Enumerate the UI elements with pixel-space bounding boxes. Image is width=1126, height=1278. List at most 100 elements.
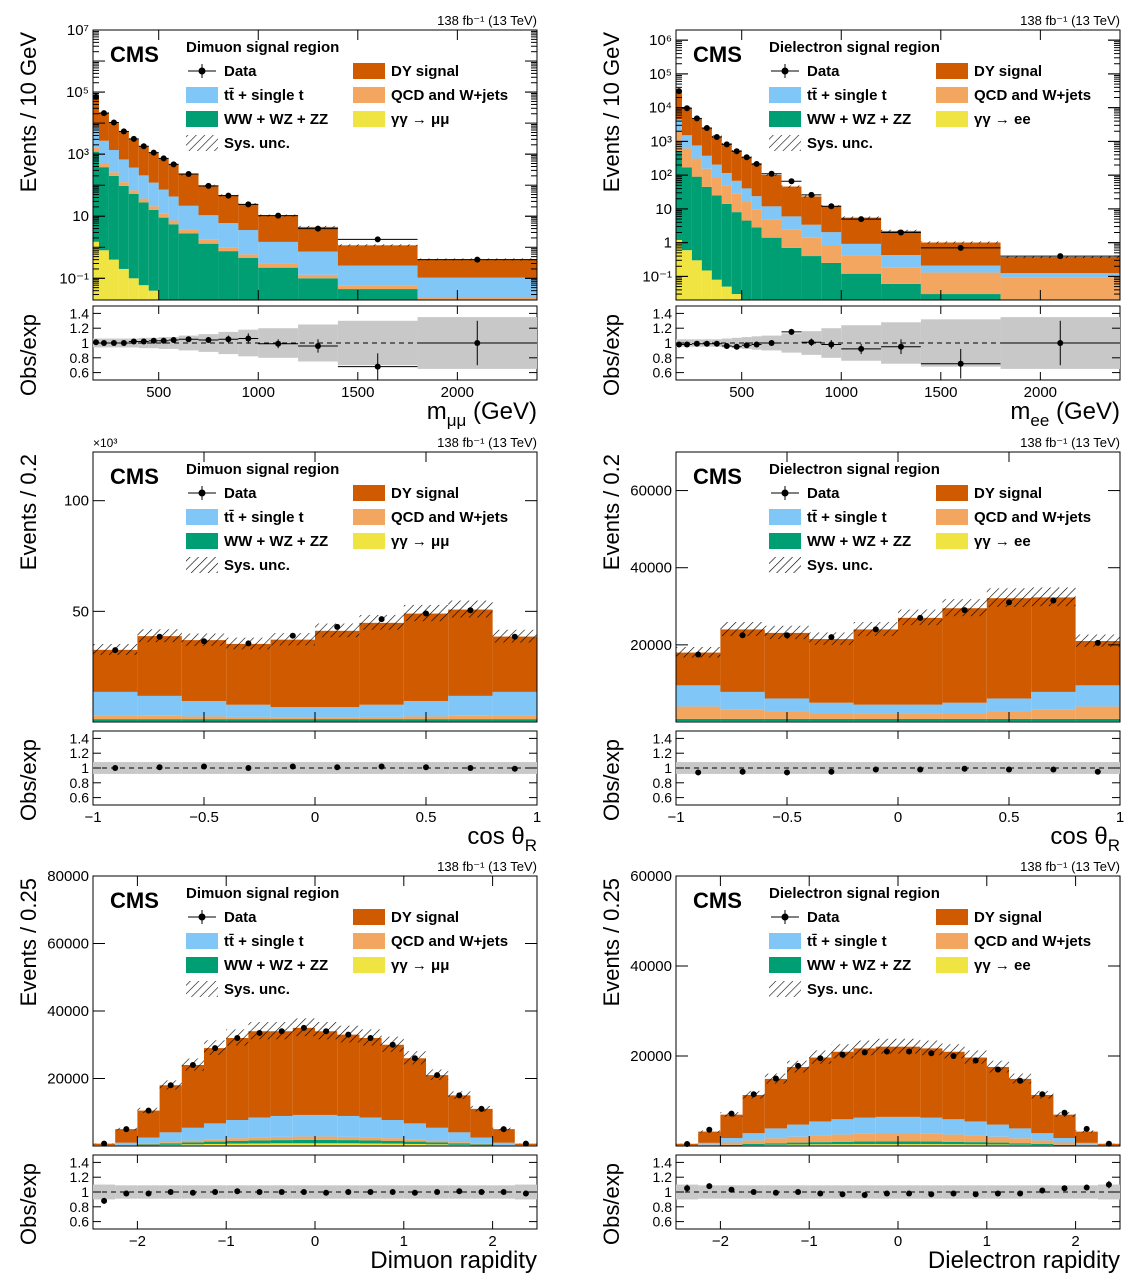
data-point [131,136,137,142]
bar-vv [732,212,742,294]
bar-qcd [854,1134,876,1142]
data-point [234,1035,240,1041]
ratio-point [190,1190,196,1196]
bar-vv [204,1142,226,1144]
ratio-tick-label: 1.2 [70,1169,90,1185]
legend-ttbar-swatch [186,509,218,525]
bar-qcd [199,240,219,244]
bar-qcd [1031,1140,1053,1144]
ratio-point [751,1189,757,1195]
data-point [379,616,385,622]
ratio-tick-label: 0.6 [70,1214,90,1230]
ratio-point [131,339,137,345]
bar-qcd [1001,277,1120,300]
bar-dy [876,1047,898,1117]
bar-qcd [762,219,782,237]
bar-dy [854,629,898,704]
data-point [315,226,321,232]
ratio-tick-label: 0.8 [653,1199,673,1215]
bar-ttbar [720,692,764,709]
bar-ttbar [762,206,782,219]
data-point [873,626,879,632]
legend-vv-label: WW + WZ + ZZ [807,111,911,128]
bar-ttbar [752,196,762,209]
legend-gg-label: γγ → ee [974,957,1031,974]
bar-ttbar [831,1119,853,1134]
bar-dy [470,1109,492,1138]
legend-dy-swatch [353,909,385,925]
bar-ttbar [765,698,809,712]
bar-gg [129,278,139,300]
bar-ttbar [315,707,359,717]
bar-dy [742,158,752,189]
ratio-point [754,341,760,347]
cms-logo-text: CMS [110,888,159,913]
ratio-point [375,364,381,370]
bar-ttbar [782,216,802,229]
ratio-tick-label: 1.4 [70,1154,90,1170]
region-label: Dimuon signal region [186,885,339,902]
bar-dy [987,1067,1009,1125]
ratio-point [157,764,163,770]
bar-dy [315,1031,337,1115]
ratio-point [873,766,879,772]
legend-data-marker [199,490,206,497]
y-tick-label: 10³ [650,133,672,150]
y-tick-label: 40000 [630,560,672,577]
stack-area [676,1039,1120,1146]
bar-qcd [698,1145,720,1146]
bar-ttbar [93,692,137,715]
ratio-point [788,329,794,335]
cms-logo-text: CMS [693,888,742,913]
bar-vv [493,719,537,721]
data-point [186,171,192,177]
bar-ttbar [359,1117,381,1137]
bar-ttbar [218,223,238,247]
data-point [734,148,740,154]
legend-gg-swatch [353,533,385,549]
ratio-point [467,765,473,771]
data-point [695,652,701,658]
ratio-point [93,339,99,345]
legend-vv-label: WW + WZ + ZZ [807,957,911,974]
bar-vv [359,719,403,721]
bar-ttbar [1031,1133,1053,1140]
ratio-point [412,1190,418,1196]
bar-dy [226,1038,248,1120]
sys-unc-band [782,185,802,187]
bar-vv [854,1142,876,1145]
bar-ttbar [898,1117,920,1134]
bar-dy [137,636,181,696]
x-tick-label: −0.5 [189,809,219,826]
ratio-point [146,1190,152,1196]
bar-vv [942,1142,964,1144]
bar-dy [169,164,179,196]
bar-vv [315,719,359,721]
y-tick-label: 10⁻¹ [59,270,89,287]
data-point [112,647,118,653]
ratio-tick-label: 0.8 [653,775,673,791]
y-axis-title: Events / 0.25 [599,878,624,1006]
bar-ttbar [965,1121,987,1135]
bar-dy [382,1045,404,1120]
legend-data-label: Data [224,63,257,80]
bar-dy [942,1052,964,1120]
y-axis-title: Events / 0.25 [16,878,41,1006]
legend-sys-label: Sys. unc. [807,981,873,998]
legend-dy-swatch [353,485,385,501]
data-point [205,183,211,189]
bar-qcd [169,220,179,224]
legend-sys-swatch [769,557,801,573]
bar-dy [129,139,139,168]
ratio-point [512,766,518,772]
ratio-tick-label: 1.2 [653,320,673,336]
bar-ttbar [876,1117,898,1134]
ratio-tick-label: 1.2 [70,745,90,761]
data-point [245,201,251,207]
bar-qcd [159,214,169,218]
ratio-point [186,336,192,342]
ratio-point [906,1190,912,1196]
bar-dy [258,216,298,242]
ratio-tick-label: 1.4 [653,1154,673,1170]
bar-vv [470,1144,492,1145]
